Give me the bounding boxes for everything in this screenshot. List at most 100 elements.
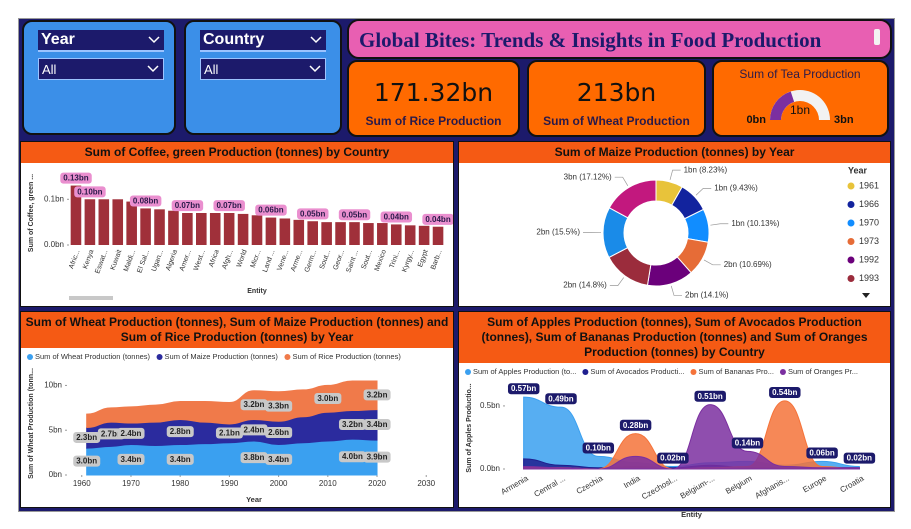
x-tick-label: 1960 [73,479,91,488]
data-label: 2.6bn [268,428,289,437]
bar [209,213,221,245]
data-label: 2.3bn [76,433,97,442]
slicer-dropdown[interactable]: All [38,58,164,80]
maize-panel: Sum of Maize Production (tonnes) by Year… [458,141,891,307]
bar [154,209,165,245]
leader-line [669,169,681,180]
legend-title: Year [848,165,868,175]
data-label-bg [363,389,391,401]
x-tick-label: Kuwait [110,249,124,271]
data-label: 0.06bn [809,449,834,458]
legend-label: Sum of Avocados Producti... [590,367,684,376]
kpi-card: 213bn Sum of Wheat Production [527,60,706,137]
legend-label: 1970 [859,217,879,227]
gauge-value: 1bn [790,103,810,117]
x-tick-label: Maldi... [123,249,137,273]
legend-label: Sum of Bananas Pro... [698,367,773,376]
data-label-bg [582,442,615,454]
gauge-fill [770,91,795,120]
legend-swatch [779,369,786,375]
area [523,404,860,470]
data-label: 0.28bn [623,421,648,430]
data-label-bg [166,426,194,438]
data-label: 3.4bn [170,455,191,464]
data-label-bg [265,427,293,439]
data-label: 3.2bn [342,420,363,429]
bar [377,223,388,245]
legend-swatch [156,354,163,360]
slice-label: 2bn (14.8%) [563,281,607,290]
legend-swatch [847,219,855,227]
slice-label: 1bn (8.23%) [684,165,728,174]
x-tick-label: Eswat... [94,249,109,275]
bar [279,218,291,245]
data-label: 0.05bn [300,209,325,218]
slicer-value: All [42,62,57,77]
legend-label: 1961 [859,180,879,190]
data-label-bg [619,419,652,431]
leader-line [703,259,721,266]
slicer-dropdown[interactable]: All [200,58,326,80]
legend-label: 1992 [859,254,879,264]
bar [335,222,346,245]
chevron [148,36,160,44]
legend-label: Sum of Oranges Pr... [788,367,858,376]
chart-title: Sum of Coffee, green Production (tonnes)… [21,142,453,163]
x-tick-label: Saint ... [345,249,360,274]
y-tick-label: 10bn [44,381,62,390]
fruit-panel: Sum of Apples Production (tonnes), Sum o… [458,311,891,519]
slicer-label-text: Year [41,31,75,48]
data-label: 0.08bn [133,197,158,206]
data-label: 0.02bn [660,454,685,463]
leader-line [670,285,683,296]
data-label: 0.51bn [697,392,722,401]
data-label: 0.14bn [735,438,760,447]
scrollbar[interactable] [69,296,113,300]
legend-scroll-arrow[interactable] [862,293,870,298]
bar [390,224,402,245]
data-label-bg [117,453,145,465]
chart: 0.0bn 0.1bn Afric... 0.13bn Kenya 0.10bn Eswat… [28,172,454,300]
legend-swatch [847,275,855,282]
grains-panel: Sum of Wheat Production (tonnes), Sum of… [20,311,454,508]
data-label: 2.7bn [101,429,122,438]
x-tick-label: Czechia [575,473,605,496]
x-tick-label: Kyrgy... [401,249,416,273]
data-label: 0.04bn [384,213,409,222]
bar [349,222,360,245]
legend-swatch [582,369,589,375]
x-tick-label: 2010 [319,479,337,488]
data-label-bg [265,400,293,412]
legend-swatch [27,354,33,360]
data-label: 3.9bn [367,453,388,462]
data-label: 3.0bn [76,457,97,466]
data-label-bg [240,424,268,436]
bar [432,226,444,245]
data-label-bg [73,431,101,443]
bar [293,219,305,245]
data-label-bg [171,200,204,212]
kpi-value: 213bn [576,78,657,107]
bar [418,225,430,245]
data-label: 0.06bn [258,206,283,215]
x-tick-label: Belgium [724,474,754,496]
data-label-bg [731,437,764,449]
leader-line [609,277,625,286]
data-label-bg [338,418,366,430]
bar [126,201,137,245]
x-axis-title: Year [246,495,262,504]
x-tick-label: 2030 [417,479,435,488]
data-label-bg [297,208,329,220]
data-label: 0.49bn [548,394,573,403]
x-tick-label: 1970 [122,479,140,488]
x-tick-label: Land ... [262,249,277,273]
leader-line [695,187,712,196]
legend-swatch [465,369,471,375]
y-axis-title: Sum of Apples Productio... [466,383,473,472]
kpi-value: 171.32bn [373,78,494,107]
gauge: Sum of Tea Production 0bn 3bn 1bn [739,67,860,126]
data-label: 2.1bn [219,428,240,437]
data-label: 2.4bn [244,425,265,434]
x-axis-title: Entity [247,288,267,295]
data-label-bg [240,399,268,411]
